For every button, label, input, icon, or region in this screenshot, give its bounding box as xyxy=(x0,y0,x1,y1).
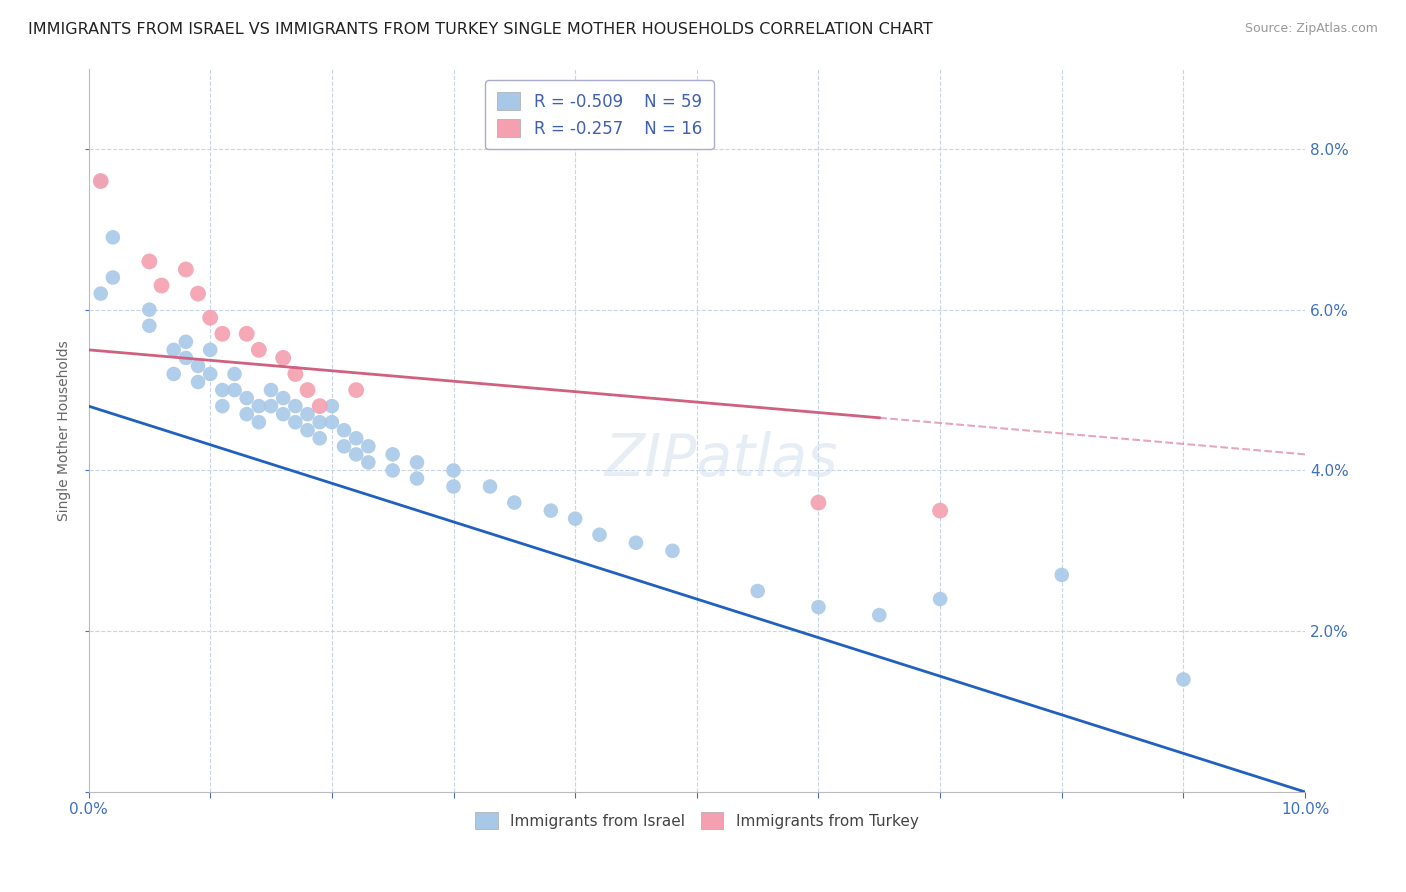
Text: ZIPatlas: ZIPatlas xyxy=(605,431,838,488)
Point xyxy=(101,270,124,285)
Point xyxy=(174,262,197,277)
Point xyxy=(333,423,356,437)
Point xyxy=(344,383,367,397)
Point xyxy=(503,495,526,509)
Point xyxy=(235,391,257,405)
Point xyxy=(247,415,270,429)
Point xyxy=(211,399,233,413)
Point xyxy=(150,278,173,293)
Point xyxy=(247,343,270,357)
Point xyxy=(138,254,160,268)
Point xyxy=(1050,568,1073,582)
Point xyxy=(308,431,330,445)
Point xyxy=(406,455,429,469)
Point xyxy=(284,415,307,429)
Point xyxy=(90,174,112,188)
Point xyxy=(540,503,562,517)
Point xyxy=(357,439,380,453)
Point xyxy=(198,310,221,325)
Point xyxy=(198,343,221,357)
Point xyxy=(624,535,647,549)
Point xyxy=(174,334,197,349)
Point xyxy=(321,415,343,429)
Point xyxy=(235,326,257,341)
Point xyxy=(443,463,465,477)
Point xyxy=(344,447,367,461)
Point xyxy=(1173,673,1195,687)
Point xyxy=(284,367,307,381)
Point xyxy=(333,439,356,453)
Point xyxy=(588,527,610,541)
Point xyxy=(138,318,160,333)
Point xyxy=(344,431,367,445)
Point xyxy=(297,407,319,421)
Point xyxy=(187,359,209,373)
Point xyxy=(271,391,294,405)
Point xyxy=(381,447,404,461)
Point xyxy=(284,399,307,413)
Point xyxy=(308,415,330,429)
Text: IMMIGRANTS FROM ISRAEL VS IMMIGRANTS FROM TURKEY SINGLE MOTHER HOUSEHOLDS CORREL: IMMIGRANTS FROM ISRAEL VS IMMIGRANTS FRO… xyxy=(28,22,932,37)
Point xyxy=(406,471,429,485)
Point xyxy=(187,286,209,301)
Point xyxy=(807,495,830,509)
Point xyxy=(297,423,319,437)
Point xyxy=(260,399,283,413)
Point xyxy=(224,367,246,381)
Point xyxy=(90,286,112,301)
Point xyxy=(297,383,319,397)
Legend: Immigrants from Israel, Immigrants from Turkey: Immigrants from Israel, Immigrants from … xyxy=(470,806,925,835)
Text: Source: ZipAtlas.com: Source: ZipAtlas.com xyxy=(1244,22,1378,36)
Point xyxy=(224,383,246,397)
Point xyxy=(198,367,221,381)
Point xyxy=(357,455,380,469)
Point xyxy=(163,343,186,357)
Point xyxy=(807,600,830,615)
Point xyxy=(929,503,952,517)
Point xyxy=(564,511,586,525)
Point xyxy=(101,230,124,244)
Point xyxy=(868,608,890,623)
Point xyxy=(381,463,404,477)
Point xyxy=(187,375,209,389)
Point xyxy=(174,351,197,365)
Point xyxy=(138,302,160,317)
Point xyxy=(443,479,465,493)
Point xyxy=(271,351,294,365)
Point xyxy=(211,383,233,397)
Point xyxy=(271,407,294,421)
Point xyxy=(235,407,257,421)
Point xyxy=(661,544,683,558)
Point xyxy=(747,584,769,599)
Point xyxy=(308,399,330,413)
Point xyxy=(163,367,186,381)
Point xyxy=(211,326,233,341)
Point xyxy=(260,383,283,397)
Point xyxy=(321,399,343,413)
Point xyxy=(247,399,270,413)
Point xyxy=(90,174,112,188)
Point xyxy=(479,479,502,493)
Point xyxy=(929,592,952,607)
Y-axis label: Single Mother Households: Single Mother Households xyxy=(58,340,72,521)
